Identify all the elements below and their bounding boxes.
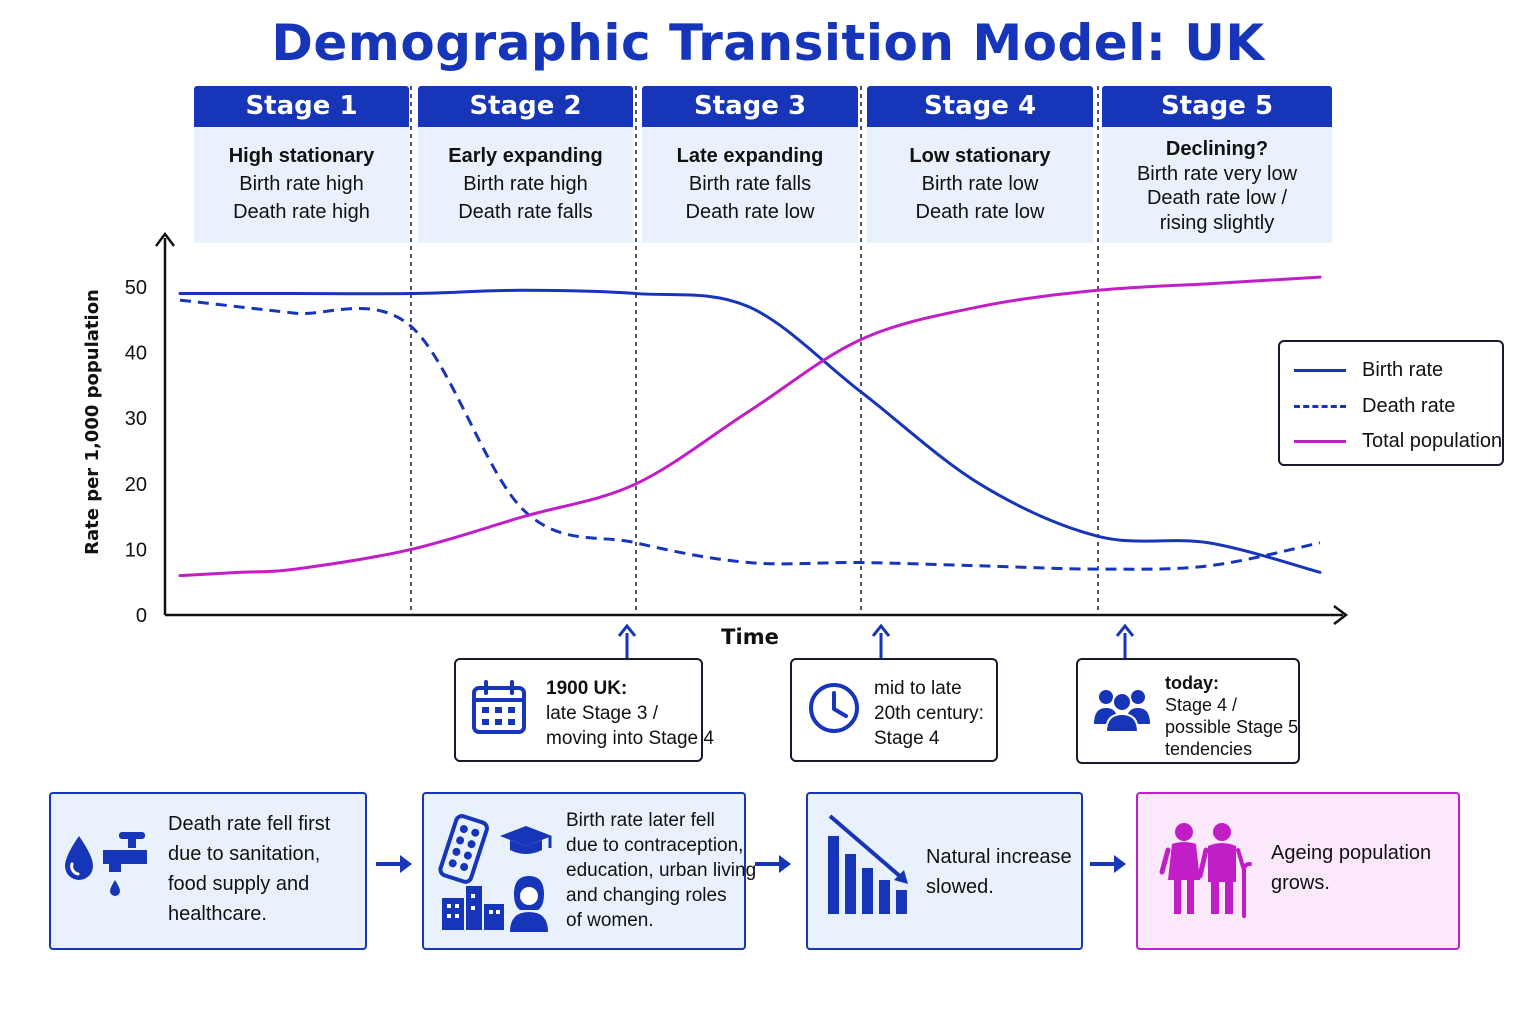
callout-line: 20th century:	[874, 703, 984, 724]
legend-swatch	[1294, 404, 1346, 408]
factor-line: due to contraception,	[566, 835, 744, 856]
stage-3-subtitle: Late expanding	[676, 145, 824, 167]
callout-line: late Stage 3 /	[546, 703, 658, 724]
callout-line: possible Stage 5	[1165, 717, 1299, 737]
people-icon	[1094, 690, 1150, 733]
y-tick-label: 10	[125, 539, 147, 561]
arrow-right-icon	[755, 855, 791, 873]
y-axis-label: Rate per 1,000 population	[82, 289, 103, 555]
factor-natural-increase-slowed: Natural increase slowed.	[806, 792, 1083, 950]
stage-5-panel: Stage 5 Declining? Birth rate very low D…	[1102, 86, 1332, 243]
stage-3-line: Birth rate falls	[688, 173, 812, 195]
y-tick-label: 40	[125, 343, 147, 365]
y-tick-label: 50	[125, 277, 147, 299]
factor-line: grows.	[1271, 872, 1330, 894]
callout-line: moving into Stage 4	[546, 728, 714, 749]
legend-item-total-population: Total population	[1294, 429, 1502, 453]
series-line-birth-rate	[178, 288, 1322, 574]
callout-pointer-arrowhead	[1115, 623, 1135, 637]
legend-item-death-rate: Death rate	[1294, 394, 1455, 418]
stage-5-heading: Stage 5	[1102, 86, 1332, 127]
series-line-death-rate	[179, 298, 1321, 571]
stage-4-line: Death rate low	[915, 201, 1045, 223]
legend-label: Death rate	[1362, 394, 1456, 417]
declining-bar-chart-icon	[828, 814, 908, 914]
callout-20th-century: mid to late 20th century: Stage 4	[790, 658, 998, 762]
legend-swatch	[1294, 368, 1346, 372]
clock-icon	[809, 683, 859, 733]
callout-line: Stage 4 /	[1165, 695, 1238, 715]
chart-legend: Birth rate Death rate Total population	[1278, 340, 1504, 466]
stage-2-subtitle: Early expanding	[448, 145, 603, 167]
stage-1-subtitle: High stationary	[228, 145, 375, 167]
stage-4-subtitle: Low stationary	[909, 145, 1051, 167]
y-axis-arrowhead	[155, 231, 175, 247]
callout-heading: today:	[1165, 673, 1219, 693]
callout-line: tendencies	[1165, 739, 1253, 759]
y-tick-label: 20	[125, 474, 147, 496]
callout-heading: mid to late	[874, 678, 962, 699]
y-tick-label: 30	[125, 408, 147, 430]
stage-2-line: Death rate falls	[458, 201, 593, 223]
factor-line: Birth rate later fell	[566, 810, 715, 831]
water-tap-icon	[65, 832, 147, 896]
factor-line: Natural increase	[926, 846, 1072, 868]
callout-pointer-arrowhead	[871, 623, 891, 637]
stage-1-line: Death rate high	[233, 201, 370, 223]
callout-line: Stage 4	[874, 728, 940, 749]
stage-1-line: Birth rate high	[239, 173, 364, 195]
stage-3-line: Death rate low	[685, 201, 815, 223]
legend-label: Birth rate	[1362, 358, 1444, 381]
series-line-total-population	[178, 275, 1322, 578]
stage-5-line: rising slightly	[1159, 211, 1275, 234]
stage-3-panel: Stage 3 Late expanding Birth rate falls …	[642, 86, 858, 243]
arrow-right-icon	[1090, 855, 1126, 873]
factor-ageing-population: Ageing population grows.	[1136, 792, 1460, 950]
arrow-right-icon	[376, 855, 412, 873]
callout-heading: 1900 UK:	[546, 678, 628, 699]
stage-2-panel: Stage 2 Early expanding Birth rate high …	[418, 86, 633, 243]
stage-2-description: Early expanding Birth rate high Death ra…	[418, 127, 633, 243]
stage-3-heading: Stage 3	[642, 86, 858, 127]
stage-1-panel: Stage 1 High stationary Birth rate high …	[194, 86, 409, 243]
elderly-couple-icon	[1159, 823, 1252, 918]
factor-line: healthcare.	[168, 903, 267, 925]
legend-swatch	[1294, 439, 1346, 443]
factor-line: Death rate fell first	[168, 813, 331, 835]
factor-line: due to sanitation,	[168, 843, 321, 865]
stage-3-description: Late expanding Birth rate falls Death ra…	[642, 127, 858, 243]
factor-death-rate-fell: Death rate fell first due to sanitation,…	[49, 792, 367, 950]
contraception-education-icon	[438, 814, 552, 932]
stage-2-heading: Stage 2	[418, 86, 633, 127]
x-axis-label: Time	[721, 625, 779, 649]
stage-4-description: Low stationary Birth rate low Death rate…	[867, 127, 1093, 243]
calendar-icon	[472, 680, 526, 734]
legend-item-birth-rate: Birth rate	[1294, 358, 1443, 382]
factor-line: of women.	[566, 910, 654, 931]
legend-label: Total population	[1362, 429, 1503, 452]
callout-1900-uk: 1900 UK: late Stage 3 / moving into Stag…	[454, 658, 714, 762]
factor-line: Ageing population	[1271, 842, 1432, 864]
factor-line: and changing roles	[566, 885, 727, 906]
stage-5-description: Declining? Birth rate very low Death rat…	[1102, 127, 1332, 243]
factor-line: slowed.	[926, 876, 994, 898]
stage-1-description: High stationary Birth rate high Death ra…	[194, 127, 409, 243]
factor-line: education, urban living	[566, 860, 757, 881]
y-tick-label: 0	[136, 605, 147, 627]
stage-5-subtitle: Declining?	[1165, 138, 1269, 160]
factor-line: food supply and	[168, 873, 310, 895]
stage-5-line: Birth rate very low	[1136, 162, 1298, 185]
x-axis-arrowhead	[1333, 605, 1349, 625]
stage-2-line: Birth rate high	[463, 173, 588, 195]
stage-4-line: Birth rate low	[921, 173, 1039, 195]
stage-4-heading: Stage 4	[867, 86, 1093, 127]
callout-today: today: Stage 4 / possible Stage 5 tenden…	[1076, 658, 1300, 764]
stage-1-heading: Stage 1	[194, 86, 409, 127]
callout-pointer-arrowhead	[617, 623, 637, 637]
factor-birth-rate-fell: Birth rate later fell due to contracepti…	[422, 792, 756, 950]
page-title: Demographic Transition Model: UK	[271, 14, 1265, 72]
stage-4-panel: Stage 4 Low stationary Birth rate low De…	[867, 86, 1093, 243]
stage-5-line: Death rate low /	[1146, 187, 1288, 209]
